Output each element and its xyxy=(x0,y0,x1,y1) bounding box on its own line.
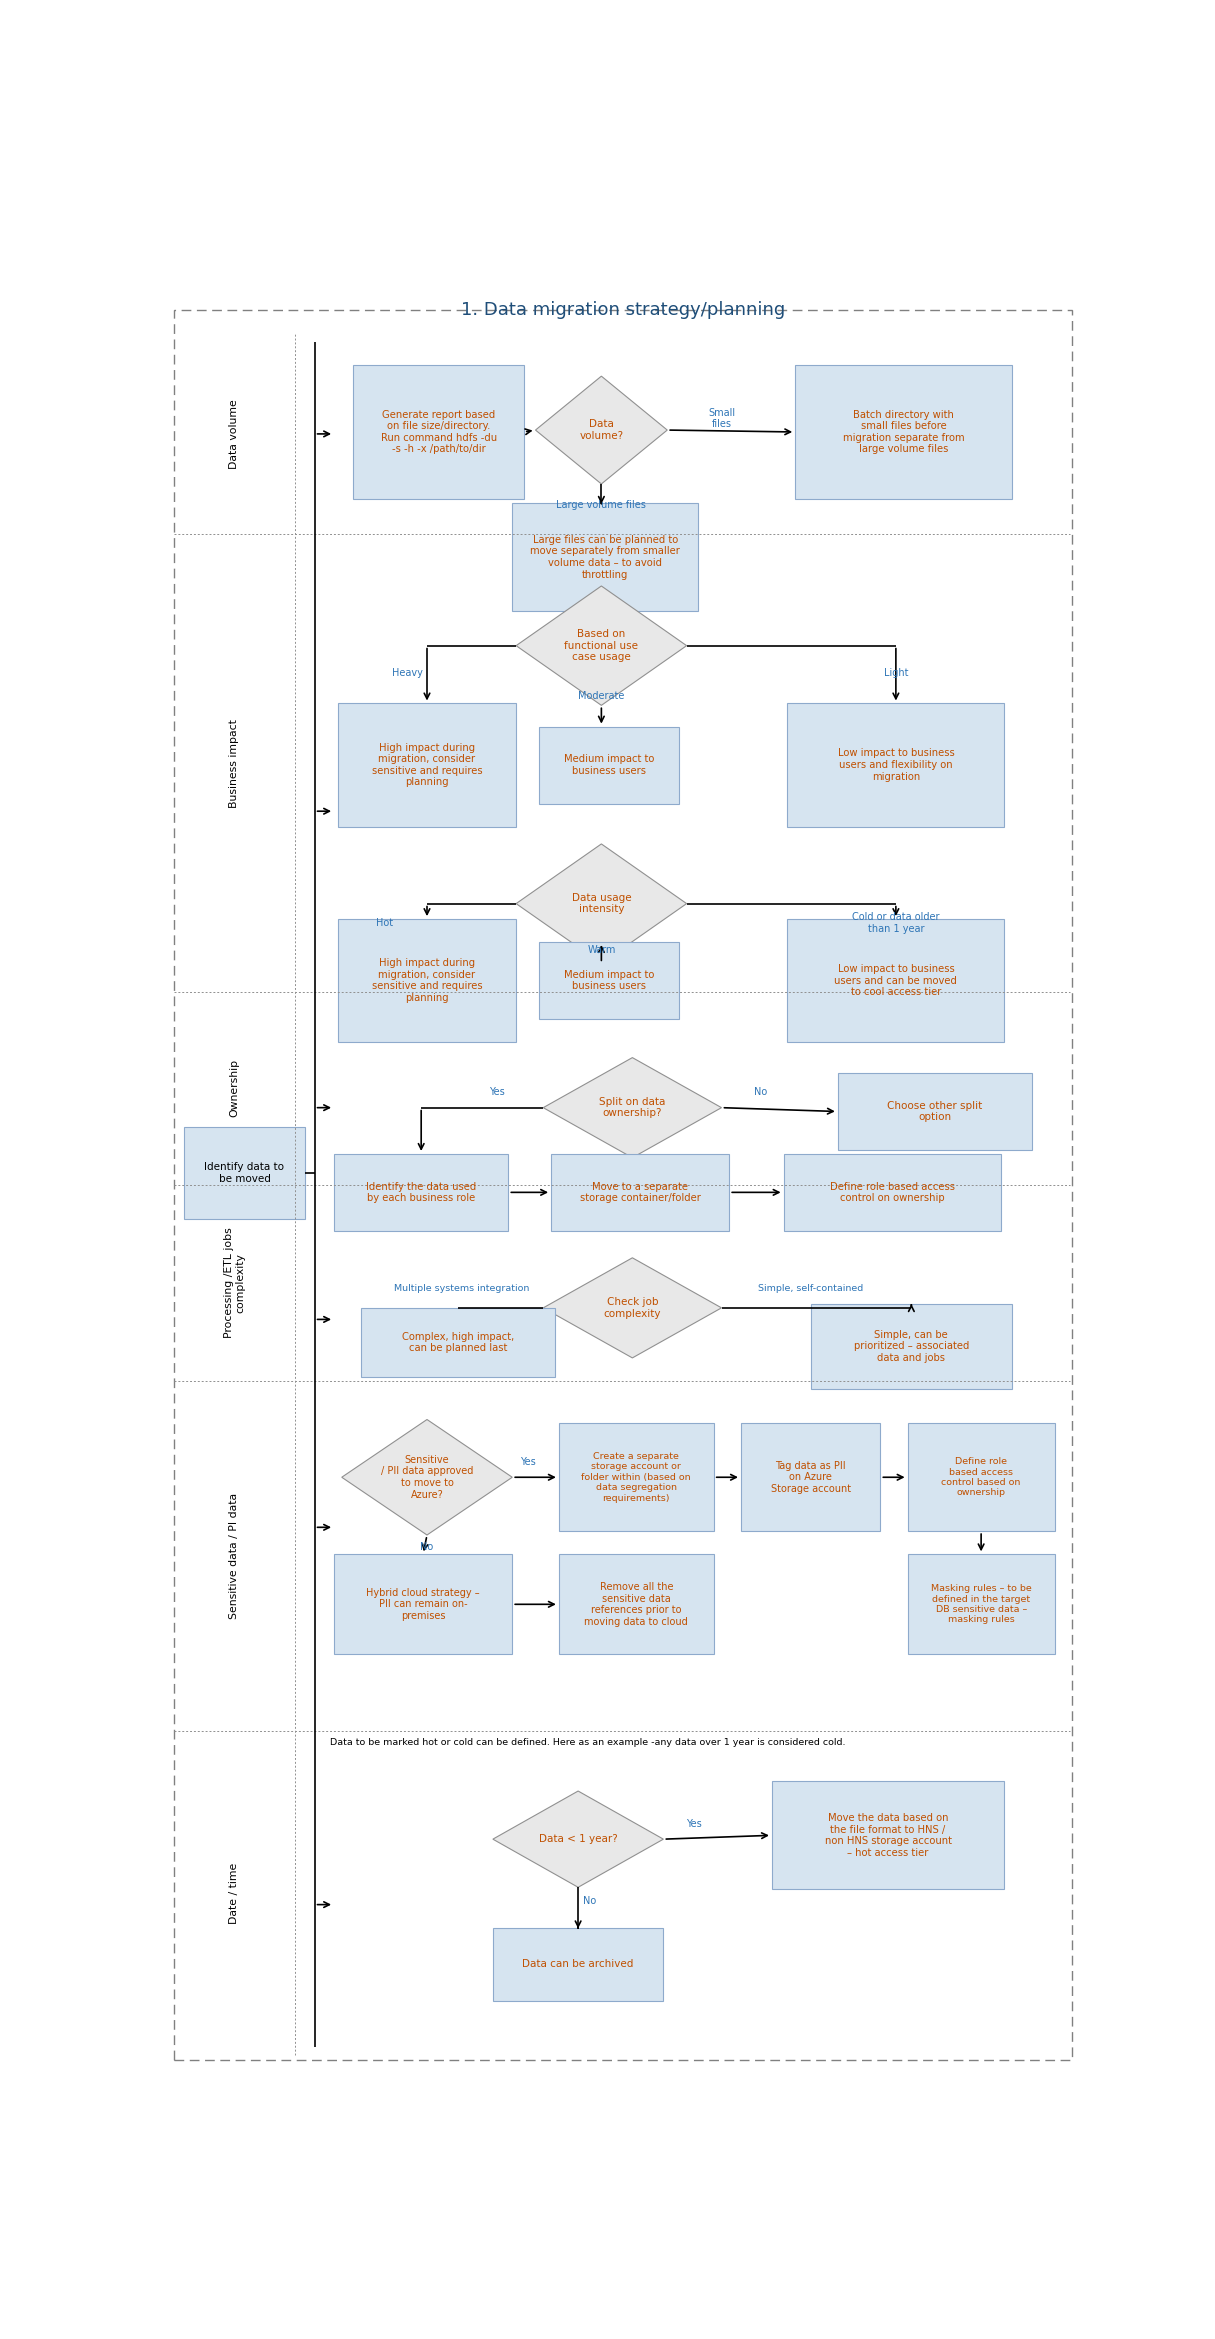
Text: Low impact to business
users and can be moved
to cool access tier: Low impact to business users and can be … xyxy=(835,964,957,996)
Polygon shape xyxy=(341,1420,513,1534)
FancyBboxPatch shape xyxy=(787,919,1005,1043)
FancyBboxPatch shape xyxy=(539,943,679,1020)
Text: Generate report based
on file size/directory.
Run command hdfs -du
-s -h -x /pat: Generate report based on file size/direc… xyxy=(380,409,497,454)
FancyBboxPatch shape xyxy=(338,704,516,826)
Text: Identify data to
be moved: Identify data to be moved xyxy=(204,1162,284,1184)
FancyBboxPatch shape xyxy=(513,503,699,610)
FancyBboxPatch shape xyxy=(334,1553,513,1654)
Polygon shape xyxy=(536,377,667,484)
FancyBboxPatch shape xyxy=(493,1927,663,2000)
Text: Hybrid cloud strategy –
PII can remain on-
premises: Hybrid cloud strategy – PII can remain o… xyxy=(366,1588,480,1621)
Text: Data
volume?: Data volume? xyxy=(580,419,623,440)
Text: Data volume: Data volume xyxy=(230,400,239,468)
Text: Medium impact to
business users: Medium impact to business users xyxy=(564,753,655,777)
Polygon shape xyxy=(516,844,686,964)
Text: Large volume files: Large volume files xyxy=(556,501,646,510)
Text: Split on data
ownership?: Split on data ownership? xyxy=(599,1097,666,1118)
Text: No: No xyxy=(753,1088,767,1097)
Text: Hot: Hot xyxy=(375,917,392,929)
FancyBboxPatch shape xyxy=(772,1782,1005,1890)
Polygon shape xyxy=(543,1258,722,1359)
Text: Yes: Yes xyxy=(488,1088,504,1097)
Text: Identify the data used
by each business role: Identify the data used by each business … xyxy=(366,1181,476,1202)
FancyBboxPatch shape xyxy=(539,727,679,805)
Text: Choose other split
option: Choose other split option xyxy=(887,1102,982,1123)
Text: Move the data based on
the file format to HNS /
non HNS storage account
– hot ac: Move the data based on the file format t… xyxy=(825,1813,951,1857)
Text: High impact during
migration, consider
sensitive and requires
planning: High impact during migration, consider s… xyxy=(372,959,482,1003)
FancyBboxPatch shape xyxy=(354,365,524,498)
FancyBboxPatch shape xyxy=(810,1305,1012,1389)
Text: Data < 1 year?: Data < 1 year? xyxy=(538,1834,617,1843)
Text: Small
files: Small files xyxy=(708,407,735,430)
Text: Yes: Yes xyxy=(520,1457,536,1467)
FancyBboxPatch shape xyxy=(559,1424,713,1532)
FancyBboxPatch shape xyxy=(338,919,516,1043)
Text: Processing /ETL jobs
complexity: Processing /ETL jobs complexity xyxy=(224,1228,245,1338)
Text: Check job
complexity: Check job complexity xyxy=(604,1298,661,1319)
FancyBboxPatch shape xyxy=(185,1127,305,1219)
Text: No: No xyxy=(420,1541,434,1551)
FancyBboxPatch shape xyxy=(784,1153,1000,1230)
FancyBboxPatch shape xyxy=(559,1553,713,1654)
Text: Move to a separate
storage container/folder: Move to a separate storage container/fol… xyxy=(580,1181,701,1202)
Text: Sensitive
/ PII data approved
to move to
Azure?: Sensitive / PII data approved to move to… xyxy=(380,1455,473,1499)
FancyBboxPatch shape xyxy=(361,1308,555,1378)
FancyBboxPatch shape xyxy=(741,1424,881,1532)
Text: Data to be marked hot or cold can be defined. Here as an example -any data over : Data to be marked hot or cold can be def… xyxy=(330,1738,846,1747)
FancyBboxPatch shape xyxy=(908,1424,1055,1532)
Text: Simple, can be
prioritized – associated
data and jobs: Simple, can be prioritized – associated … xyxy=(854,1331,970,1364)
Text: Business impact: Business impact xyxy=(230,718,239,807)
Text: Batch directory with
small files before
migration separate from
large volume fil: Batch directory with small files before … xyxy=(843,409,965,454)
Text: Tag data as PII
on Azure
Storage account: Tag data as PII on Azure Storage account xyxy=(770,1460,850,1495)
Text: Yes: Yes xyxy=(686,1820,702,1829)
Text: High impact during
migration, consider
sensitive and requires
planning: High impact during migration, consider s… xyxy=(372,741,482,788)
FancyBboxPatch shape xyxy=(908,1553,1055,1654)
Text: Define role based access
control on ownership: Define role based access control on owne… xyxy=(830,1181,955,1202)
Text: Based on
functional use
case usage: Based on functional use case usage xyxy=(565,629,638,662)
Text: Large files can be planned to
move separately from smaller
volume data – to avoi: Large files can be planned to move separ… xyxy=(530,536,680,580)
Text: Heavy: Heavy xyxy=(392,667,423,678)
Text: Date / time: Date / time xyxy=(230,1862,239,1923)
Text: Ownership: Ownership xyxy=(230,1060,239,1118)
Text: Light: Light xyxy=(883,667,908,678)
Text: 1. Data migration strategy/planning: 1. Data migration strategy/planning xyxy=(460,302,785,318)
Text: Define role
based access
control based on
ownership: Define role based access control based o… xyxy=(942,1457,1021,1497)
Text: Data can be archived: Data can be archived xyxy=(522,1960,634,1969)
FancyBboxPatch shape xyxy=(334,1153,508,1230)
Polygon shape xyxy=(543,1057,722,1158)
Text: Create a separate
storage account or
folder within (based on
data segregation
re: Create a separate storage account or fol… xyxy=(582,1453,691,1502)
Polygon shape xyxy=(493,1792,663,1888)
Text: Data usage
intensity: Data usage intensity xyxy=(571,893,631,915)
FancyBboxPatch shape xyxy=(787,704,1005,826)
Text: No: No xyxy=(583,1897,597,1906)
Text: Remove all the
sensitive data
references prior to
moving data to cloud: Remove all the sensitive data references… xyxy=(584,1581,688,1626)
Text: Masking rules – to be
defined in the target
DB sensitive data –
masking rules: Masking rules – to be defined in the tar… xyxy=(931,1584,1032,1623)
Text: Warm: Warm xyxy=(587,945,616,954)
Text: Multiple systems integration: Multiple systems integration xyxy=(394,1284,530,1293)
FancyBboxPatch shape xyxy=(795,365,1012,498)
Polygon shape xyxy=(516,587,686,706)
Text: Moderate: Moderate xyxy=(578,690,625,702)
Text: Cold or data older
than 1 year: Cold or data older than 1 year xyxy=(852,912,939,933)
FancyBboxPatch shape xyxy=(550,1153,729,1230)
Text: Low impact to business
users and flexibility on
migration: Low impact to business users and flexibi… xyxy=(837,748,954,781)
FancyBboxPatch shape xyxy=(838,1074,1032,1151)
Text: Complex, high impact,
can be planned last: Complex, high impact, can be planned las… xyxy=(402,1331,514,1354)
Text: Sensitive data / PI data: Sensitive data / PI data xyxy=(230,1492,239,1619)
Text: Simple, self-contained: Simple, self-contained xyxy=(758,1284,863,1293)
Text: Medium impact to
business users: Medium impact to business users xyxy=(564,971,655,992)
